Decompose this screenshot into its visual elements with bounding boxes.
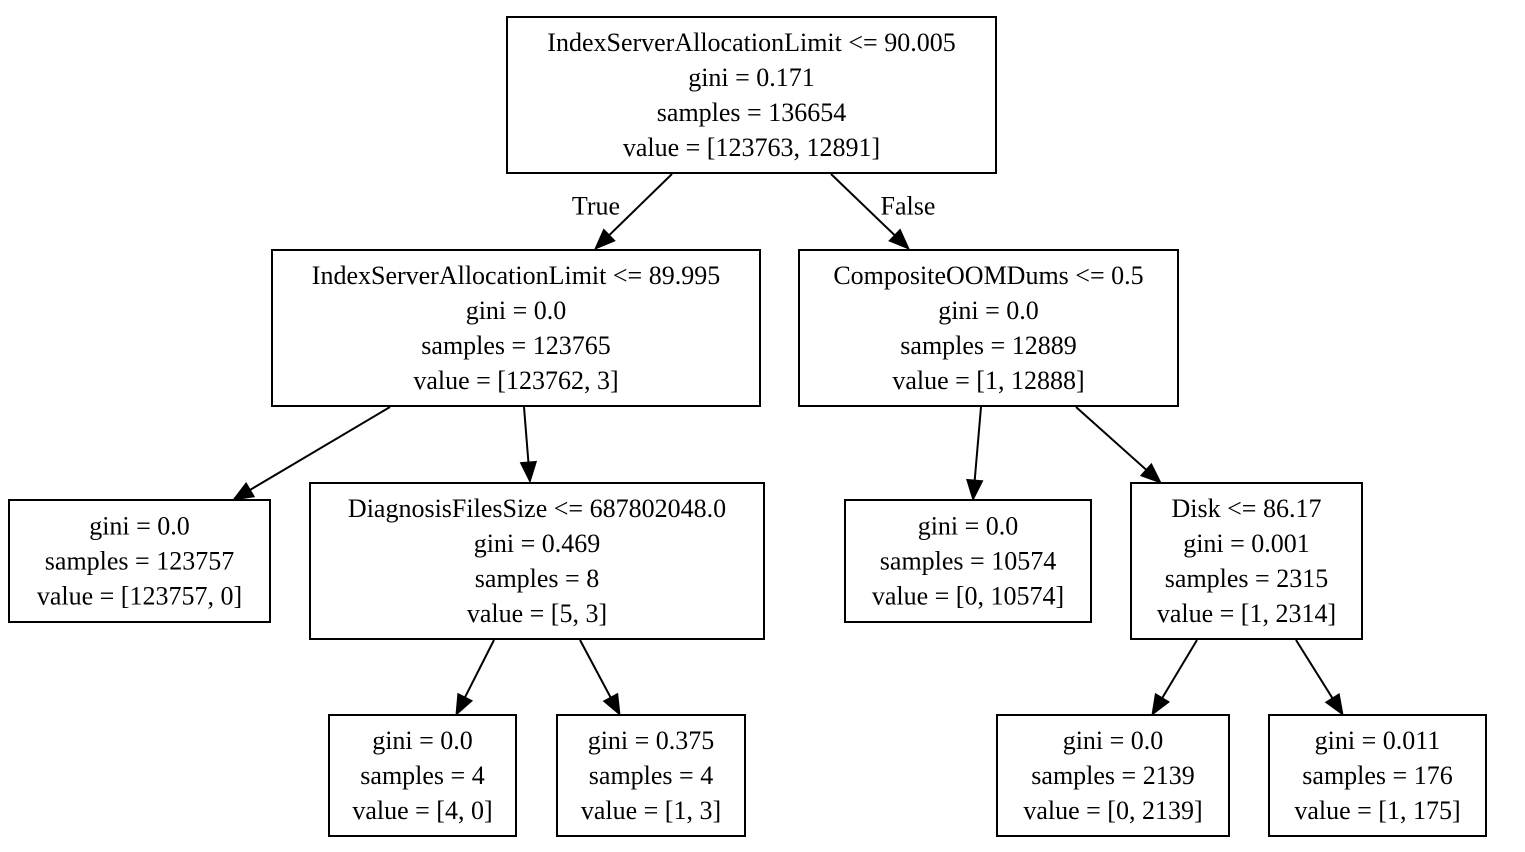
arrowhead-icon	[1151, 692, 1171, 717]
arrowhead-icon	[455, 692, 474, 717]
node-text-line: IndexServerAllocationLimit <= 89.995	[312, 261, 720, 290]
node-text-line: samples = 4	[360, 761, 484, 790]
node-box	[328, 714, 517, 837]
node-text-line: gini = 0.0	[466, 296, 567, 325]
node-text-line: value = [123757, 0]	[37, 582, 242, 611]
node-box	[506, 16, 997, 174]
node-text-line: gini = 0.469	[474, 529, 601, 558]
node-text-line: gini = 0.0	[1063, 726, 1164, 755]
arrowhead-icon	[519, 460, 538, 484]
node-box	[844, 499, 1092, 623]
node-text-line: samples = 136654	[657, 98, 846, 127]
node-box	[996, 714, 1230, 837]
edge-n0-n6: False	[830, 173, 936, 250]
arrowhead-icon	[888, 228, 910, 250]
node-text-line: samples = 8	[475, 564, 599, 593]
node-text-line: samples = 10574	[880, 547, 1056, 576]
edge-n3-n4	[455, 639, 495, 717]
edge-n6-n7	[966, 406, 984, 502]
node-text-line: samples = 2315	[1165, 564, 1328, 593]
node-text-line: samples = 123757	[45, 547, 234, 576]
tree-node-n10: gini = 0.011 samples = 176 value = [1, 175…	[1268, 714, 1487, 837]
edge-n8-n10	[1295, 639, 1344, 717]
node-text-line: samples = 4	[589, 761, 713, 790]
tree-node-n0: IndexServerAllocationLimit <= 90.005 gini…	[506, 16, 997, 174]
edge-line	[1161, 639, 1198, 699]
node-text-line: value = [5, 3]	[467, 599, 607, 628]
edge-line	[608, 173, 673, 236]
node-box	[1130, 482, 1363, 640]
node-box	[309, 482, 765, 640]
node-text-line: gini = 0.171	[688, 63, 815, 92]
node-text-line: samples = 2139	[1031, 761, 1194, 790]
node-text-line: samples = 123765	[421, 331, 610, 360]
node-text-line: value = [0, 10574]	[872, 582, 1064, 611]
tree-node-n4: gini = 0.0 samples = 4 value = [4, 0]	[328, 714, 517, 837]
node-text-line: gini = 0.0	[372, 726, 473, 755]
node-text-line: gini = 0.0	[938, 296, 1039, 325]
edge-n1-n2	[231, 406, 391, 501]
edge-n6-n8	[1075, 406, 1163, 484]
arrowhead-icon	[594, 228, 616, 250]
tree-node-n7: gini = 0.0 samples = 10574 value = [0, 105…	[844, 499, 1092, 623]
node-text-line: value = [1, 12888]	[892, 366, 1084, 395]
node-text-line: value = [4, 0]	[352, 796, 492, 825]
node-text-line: gini = 0.011	[1315, 726, 1441, 755]
tree-node-n1: IndexServerAllocationLimit <= 89.995 gini…	[271, 249, 761, 407]
tree-node-n8: Disk <= 86.17 gini = 0.001 samples = 2315 v…	[1130, 482, 1363, 640]
node-text-line: value = [123762, 3]	[413, 366, 618, 395]
node-box	[798, 249, 1179, 407]
edge-line	[249, 406, 391, 491]
arrowhead-icon	[1139, 462, 1163, 484]
edge-line	[830, 173, 896, 236]
edge-label-false: False	[881, 192, 936, 221]
edge-line	[579, 639, 612, 698]
node-box	[271, 249, 761, 407]
node-text-line: samples = 176	[1302, 761, 1452, 790]
node-box	[8, 499, 271, 623]
edge-n8-n9	[1151, 639, 1198, 717]
tree-node-n5: gini = 0.375 samples = 4 value = [1, 3]	[556, 714, 746, 837]
edge-line	[523, 406, 530, 463]
edge-label-true: True	[572, 192, 620, 221]
node-text-line: DiagnosisFilesSize <= 687802048.0	[348, 494, 726, 523]
arrowhead-icon	[231, 482, 256, 501]
edge-n1-n3	[519, 406, 538, 484]
node-text-line: gini = 0.375	[588, 726, 715, 755]
node-text-line: gini = 0.0	[89, 512, 190, 541]
edge-n0-n1: True	[572, 173, 673, 250]
node-box	[556, 714, 746, 837]
arrowhead-icon	[602, 692, 621, 717]
edge-line	[1295, 639, 1334, 699]
edge-line	[973, 406, 982, 481]
node-text-line: samples = 12889	[900, 331, 1076, 360]
tree-node-n3: DiagnosisFilesSize <= 687802048.0 gini = …	[309, 482, 765, 640]
node-text-line: IndexServerAllocationLimit <= 90.005	[547, 28, 955, 57]
node-box	[1268, 714, 1487, 837]
node-text-line: value = [1, 3]	[581, 796, 721, 825]
tree-node-n6: CompositeOOMDums <= 0.5 gini = 0.0 samples…	[798, 249, 1179, 407]
node-text-line: gini = 0.001	[1183, 529, 1310, 558]
edge-n3-n5	[579, 639, 621, 717]
node-text-line: Disk <= 86.17	[1172, 494, 1322, 523]
tree-node-n9: gini = 0.0 samples = 2139 value = [0, 2139…	[996, 714, 1230, 837]
edge-line	[1075, 406, 1147, 471]
node-text-line: value = [0, 2139]	[1023, 796, 1202, 825]
node-text-line: value = [1, 175]	[1294, 796, 1460, 825]
arrowhead-icon	[1324, 692, 1344, 717]
arrowhead-icon	[966, 478, 984, 502]
node-text-line: value = [123763, 12891]	[623, 133, 880, 162]
tree-node-n2: gini = 0.0 samples = 123757 value = [12375…	[8, 499, 271, 623]
node-text-line: CompositeOOMDums <= 0.5	[833, 261, 1143, 290]
node-text-line: value = [1, 2314]	[1157, 599, 1336, 628]
node-text-line: gini = 0.0	[918, 512, 1019, 541]
edge-line	[464, 639, 495, 698]
